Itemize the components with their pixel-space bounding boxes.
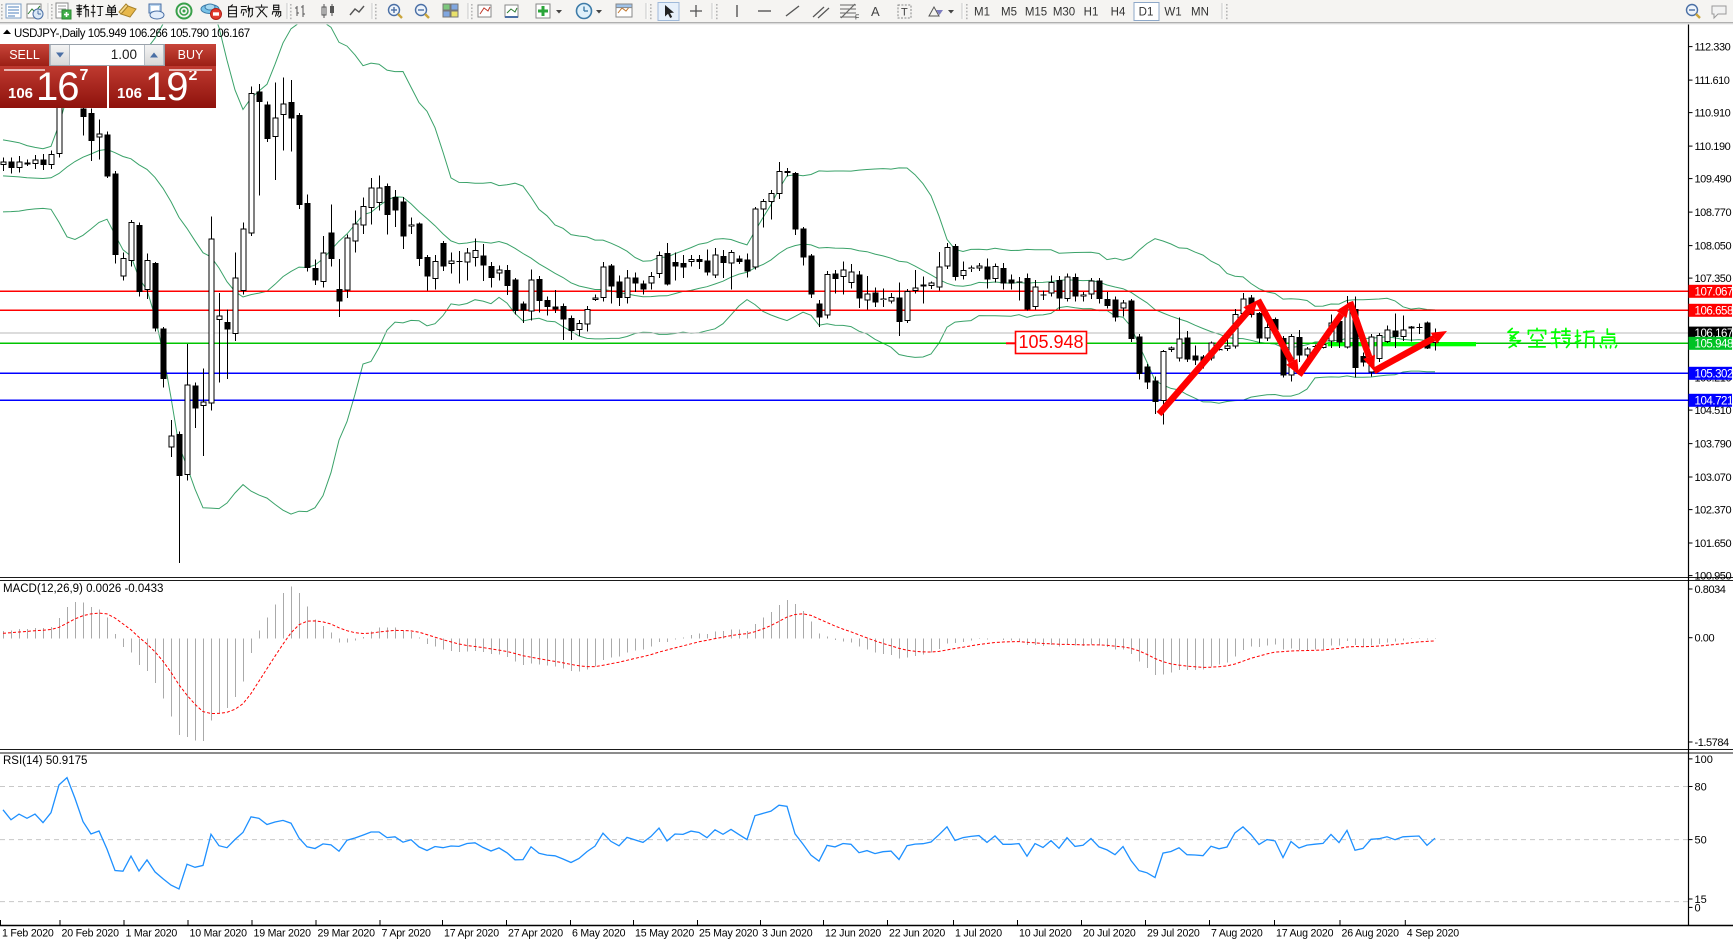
svg-text:1 Feb 2020: 1 Feb 2020 [2, 928, 54, 940]
svg-text:F: F [855, 15, 859, 22]
svg-text:25 May 2020: 25 May 2020 [699, 928, 758, 940]
svg-text:0.8034: 0.8034 [1695, 584, 1726, 596]
svg-text:3 Jun 2020: 3 Jun 2020 [762, 928, 813, 940]
svg-text:107.067: 107.067 [1695, 286, 1733, 298]
svg-text:A: A [871, 4, 880, 19]
svg-text:7 Apr 2020: 7 Apr 2020 [382, 928, 432, 940]
svg-text:27 Apr 2020: 27 Apr 2020 [508, 928, 563, 940]
svg-text:112.330: 112.330 [1695, 42, 1731, 54]
svg-text:RSI(14) 50.9175: RSI(14) 50.9175 [3, 755, 87, 767]
svg-text:105.948: 105.948 [1018, 332, 1083, 352]
svg-text:17 Apr 2020: 17 Apr 2020 [444, 928, 499, 940]
svg-text:0.00: 0.00 [1695, 633, 1715, 645]
svg-text:USDJPY-,Daily 105.949 106.266: USDJPY-,Daily 105.949 106.266 105.790 10… [14, 28, 250, 40]
svg-text:MN: MN [1191, 7, 1209, 19]
svg-text:105.948: 105.948 [1695, 338, 1733, 350]
svg-text:104.510: 104.510 [1695, 405, 1732, 417]
svg-text:50: 50 [1695, 835, 1707, 847]
svg-text:102.370: 102.370 [1695, 505, 1732, 517]
svg-text:D1: D1 [1139, 7, 1154, 19]
svg-text:15: 15 [1695, 894, 1707, 906]
svg-text:19 Mar 2020: 19 Mar 2020 [254, 928, 312, 940]
svg-text:111.610: 111.610 [1695, 75, 1730, 87]
svg-text:109.490: 109.490 [1695, 174, 1732, 186]
svg-text:W1: W1 [1164, 7, 1181, 19]
svg-text:105.302: 105.302 [1695, 368, 1733, 380]
svg-text:22 Jun 2020: 22 Jun 2020 [889, 928, 945, 940]
svg-text:0: 0 [1695, 902, 1701, 914]
svg-text:MACD(12,26,9) 0.0026 -0.0433: MACD(12,26,9) 0.0026 -0.0433 [3, 583, 163, 595]
svg-text:15 May 2020: 15 May 2020 [635, 928, 694, 940]
svg-text:1 Mar 2020: 1 Mar 2020 [126, 928, 178, 940]
svg-text:110.910: 110.910 [1695, 108, 1731, 120]
svg-text:4 Sep 2020: 4 Sep 2020 [1407, 928, 1460, 940]
svg-text:20 Feb 2020: 20 Feb 2020 [62, 928, 120, 940]
svg-text:104.721: 104.721 [1695, 395, 1733, 407]
svg-text:M5: M5 [1001, 7, 1017, 19]
svg-text:106.658: 106.658 [1695, 305, 1733, 317]
svg-text:10 Jul 2020: 10 Jul 2020 [1019, 928, 1072, 940]
svg-text:T: T [901, 7, 908, 19]
svg-text:12 Jun 2020: 12 Jun 2020 [825, 928, 881, 940]
svg-text:108.050: 108.050 [1695, 241, 1732, 253]
svg-text:H1: H1 [1084, 7, 1099, 19]
svg-text:110.190: 110.190 [1695, 141, 1731, 153]
svg-text:10 Mar 2020: 10 Mar 2020 [190, 928, 248, 940]
svg-text:-1.5784: -1.5784 [1695, 737, 1729, 749]
svg-text:M15: M15 [1025, 7, 1047, 19]
svg-text:1 Jul 2020: 1 Jul 2020 [955, 928, 1002, 940]
svg-text:H4: H4 [1111, 7, 1126, 19]
svg-text:103.070: 103.070 [1695, 472, 1732, 484]
svg-text:29 Jul 2020: 29 Jul 2020 [1147, 928, 1200, 940]
svg-text:108.770: 108.770 [1695, 207, 1732, 219]
svg-text:6 May 2020: 6 May 2020 [572, 928, 626, 940]
svg-text:26 Aug 2020: 26 Aug 2020 [1342, 928, 1400, 940]
svg-text:20 Jul 2020: 20 Jul 2020 [1083, 928, 1136, 940]
svg-text:103.790: 103.790 [1695, 439, 1732, 451]
svg-text:7 Aug 2020: 7 Aug 2020 [1211, 928, 1263, 940]
svg-text:29 Mar 2020: 29 Mar 2020 [318, 928, 376, 940]
svg-text:M30: M30 [1053, 7, 1075, 19]
svg-text:80: 80 [1695, 782, 1707, 794]
svg-text:101.650: 101.650 [1695, 538, 1732, 550]
svg-text:100: 100 [1695, 754, 1713, 766]
svg-text:17 Aug 2020: 17 Aug 2020 [1276, 928, 1334, 940]
svg-text:M1: M1 [974, 7, 990, 19]
svg-text:100.950: 100.950 [1695, 571, 1732, 583]
svg-text:107.350: 107.350 [1695, 273, 1732, 285]
